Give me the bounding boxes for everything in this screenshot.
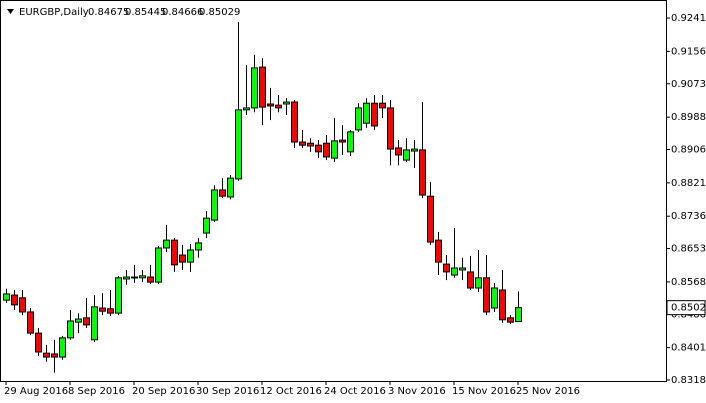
candle-body [451, 267, 458, 276]
candle-body [75, 318, 82, 323]
candle-body [139, 275, 146, 279]
candle-body [419, 149, 426, 196]
ohlc-open: 0.84675 [88, 7, 129, 18]
candle-body [307, 142, 314, 147]
candle-body [355, 107, 362, 131]
candle-body [491, 287, 498, 309]
current-price: 0.85029 [671, 303, 706, 314]
candle-body [483, 277, 490, 313]
candle-body [403, 149, 410, 161]
y-tick-label: 0.85685 [671, 277, 706, 288]
candle-body [475, 277, 482, 289]
candle-body [195, 242, 202, 251]
candle-body [107, 308, 114, 314]
candle-body [339, 139, 346, 143]
candle-body [275, 104, 282, 109]
candle-body [467, 271, 474, 289]
candle-body [251, 67, 258, 109]
candle-body [171, 239, 178, 266]
candle-body [331, 140, 338, 159]
x-tick-label: 30 Sep 2016 [196, 386, 259, 397]
candle-body [411, 148, 418, 152]
candle-body [427, 195, 434, 243]
candle-body [371, 102, 378, 127]
symbol-icon [7, 9, 14, 14]
candle-body [515, 307, 522, 323]
candle-body [59, 337, 66, 358]
candle-body [387, 107, 394, 150]
candle-body [99, 307, 106, 312]
candle-body [43, 352, 50, 358]
y-tick-label: 0.86535 [671, 244, 706, 255]
candle-body [27, 311, 34, 334]
ohlc-low: 0.84666 [162, 7, 203, 18]
candle-body [299, 141, 306, 146]
candle-body [323, 142, 330, 158]
x-tick-label: 29 Aug 2016 [4, 386, 68, 397]
candle-body [347, 131, 354, 153]
candle-body [83, 317, 90, 326]
y-tick-label: 0.90735 [671, 79, 706, 90]
candle-body [315, 144, 322, 153]
candle-body [35, 332, 42, 353]
candle-body [235, 109, 242, 180]
x-tick-label: 24 Oct 2016 [324, 386, 386, 397]
candle-body [363, 102, 370, 124]
x-tick-label: 3 Nov 2016 [388, 386, 446, 397]
candle-body [219, 189, 226, 197]
candle-body [443, 263, 450, 273]
candle-body [499, 289, 506, 321]
candle-body [91, 306, 98, 341]
y-tick-label: 0.89885 [671, 112, 706, 123]
ohlc-high: 0.85445 [125, 7, 166, 18]
candle-body [395, 147, 402, 156]
candle-body [187, 249, 194, 263]
candle-body [259, 66, 266, 108]
candle-body [379, 102, 386, 109]
y-tick-label: 0.83185 [671, 375, 706, 386]
x-tick-label: 15 Nov 2016 [452, 386, 516, 397]
price-box [666, 300, 706, 316]
candle-body [179, 254, 186, 263]
plot-frame [0, 0, 667, 382]
x-tick-label: 20 Sep 2016 [132, 386, 195, 397]
chart-title: EURGBP,Daily [19, 7, 89, 18]
candle-body [291, 101, 298, 143]
candle-body [11, 294, 18, 306]
candle-body [459, 267, 466, 271]
candle-body [283, 101, 290, 105]
candle-body [67, 320, 74, 339]
x-tick-label: 12 Oct 2016 [260, 386, 322, 397]
candle-body [267, 103, 274, 107]
candle-body [163, 239, 170, 249]
ohlc-close: 0.85029 [199, 7, 240, 18]
x-tick-label: 25 Nov 2016 [516, 386, 580, 397]
candle-body [3, 293, 10, 301]
candle-body [123, 276, 130, 280]
candle-body [435, 239, 442, 263]
candle-body [131, 276, 138, 279]
candle-body [19, 297, 26, 313]
candle-body [147, 276, 154, 283]
candle-body [51, 353, 58, 358]
candle-body [507, 317, 514, 323]
candle-body [227, 177, 234, 198]
candle-body [243, 107, 250, 111]
candle-body [155, 247, 162, 283]
x-tick-label: 8 Sep 2016 [68, 386, 125, 397]
candle-body [203, 217, 210, 234]
candle-body [115, 277, 122, 314]
candle-body [211, 189, 218, 221]
